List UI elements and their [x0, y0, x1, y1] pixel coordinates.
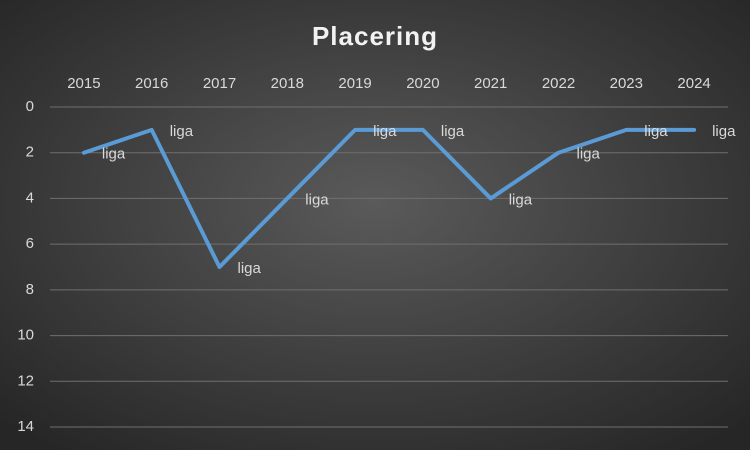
data-label: liga [238, 260, 262, 277]
x-tick-label: 2023 [610, 75, 643, 92]
x-tick-label: 2016 [135, 75, 168, 92]
y-tick-label: 8 [26, 281, 34, 298]
data-label: liga [509, 191, 533, 208]
data-label: liga [102, 146, 126, 163]
x-tick-label: 2015 [67, 75, 100, 92]
data-label: liga [644, 123, 668, 140]
y-tick-label: 14 [17, 418, 34, 435]
data-label: liga [577, 146, 601, 163]
x-tick-label: 2021 [474, 75, 507, 92]
y-tick-label: 10 [17, 327, 34, 344]
data-label: liga [441, 123, 465, 140]
data-label: liga [170, 123, 194, 140]
x-tick-label: 2022 [542, 75, 575, 92]
y-tick-label: 6 [26, 235, 34, 252]
y-tick-label: 0 [26, 98, 34, 115]
data-label: liga [712, 123, 736, 140]
x-tick-label: 2019 [338, 75, 371, 92]
data-label: liga [373, 123, 397, 140]
y-tick-label: 2 [26, 144, 34, 161]
x-tick-label: 2017 [203, 75, 236, 92]
x-tick-label: 2020 [406, 75, 439, 92]
data-label: liga [305, 191, 329, 208]
series-line [81, 127, 697, 269]
chart-title: Placering [312, 21, 438, 51]
y-tick-label: 4 [26, 189, 34, 206]
x-tick-label: 2018 [271, 75, 304, 92]
y-tick-label: 12 [17, 372, 34, 389]
x-tick-label: 2024 [677, 75, 710, 92]
